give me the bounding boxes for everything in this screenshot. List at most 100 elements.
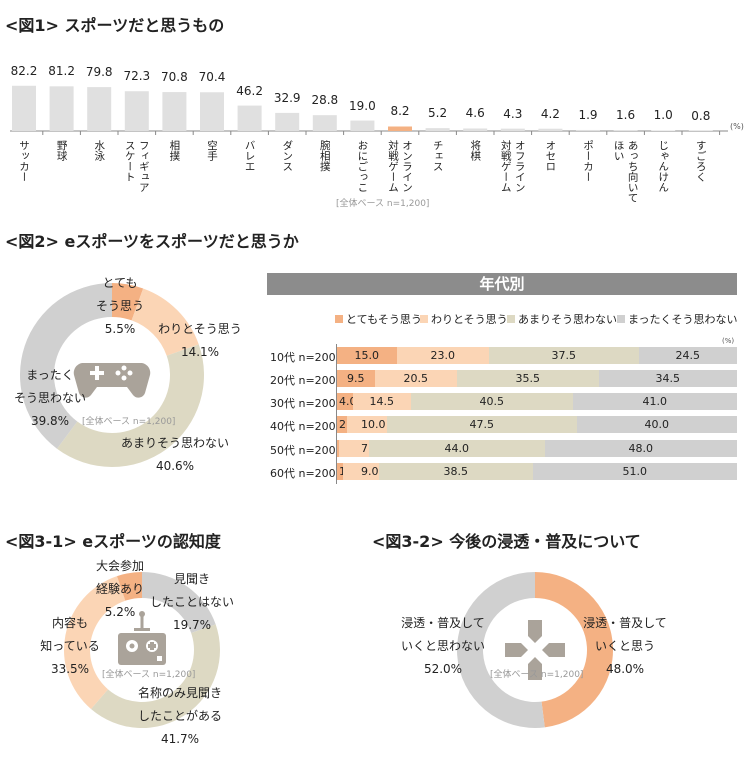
fig1-value-label: 4.3 xyxy=(503,106,523,121)
fig32-donut xyxy=(457,572,614,728)
stacked-segment-label: 14.5 xyxy=(369,395,395,408)
fig31-donut-label: 見聞き したことはない xyxy=(150,572,235,609)
fig31-donut-label-group: 名称のみ見聞き したことがある 41.7% xyxy=(120,682,240,751)
stacked-segment xyxy=(379,463,533,480)
stacked-segment-label: 51.0 xyxy=(622,465,648,478)
stacked-segment xyxy=(337,463,343,480)
fig1-value-label: 70.4 xyxy=(198,70,226,85)
legend-label: とてもそう思う xyxy=(346,313,422,326)
stacked-segment-label: 35.5 xyxy=(515,372,541,385)
legend-item: わりとそう思う xyxy=(420,311,508,327)
fig1-bar xyxy=(200,92,224,131)
fig1-category-label: おにごっこ xyxy=(356,140,369,193)
stacked-segment-label: 24.5 xyxy=(675,349,701,362)
fig2-donut-percent: 40.6% xyxy=(155,459,195,473)
fig1-value-label: 81.2 xyxy=(48,64,75,79)
fig1-bar xyxy=(425,128,450,131)
stacked-segment xyxy=(337,370,375,387)
fig1-category-label: ダンス xyxy=(281,140,294,172)
age-row-label: 60代 n=200 xyxy=(270,467,336,480)
stacked-segment xyxy=(353,393,411,410)
fig32-donut-label-group: 浸透・普及して いくと思わない 52.0% xyxy=(393,612,493,681)
stacked-segment-label: 40.5 xyxy=(479,395,505,408)
fig1-bar xyxy=(463,128,488,131)
stacked-segment xyxy=(457,370,599,387)
fig2-donut-label: まったく そう思わない xyxy=(13,368,86,405)
fig1-category-label: じゃんけん xyxy=(657,140,670,193)
fig1-bar xyxy=(12,85,36,131)
stacked-segment xyxy=(337,393,353,410)
fig1-value-label: 32.9 xyxy=(273,90,301,105)
stacked-segment-label: 37.5 xyxy=(551,349,577,362)
fig1-category-label: ポーカー xyxy=(582,140,594,182)
fig1-value-label: 82.2 xyxy=(10,63,38,78)
dpad-icon xyxy=(505,620,565,680)
fig1-bar xyxy=(350,120,375,131)
stacked-segment xyxy=(397,347,489,364)
stacked-segment xyxy=(639,347,737,364)
fig1-category-label: チェス xyxy=(431,140,444,172)
fig1-category-label: 野球 xyxy=(55,140,68,161)
fig1-bar xyxy=(388,126,412,131)
fig1-value-label: 5.2 xyxy=(428,106,448,121)
fig1-category-label: 将棋 xyxy=(469,140,482,161)
legend-swatch xyxy=(507,315,515,323)
stacked-segment xyxy=(489,347,639,364)
fig1-value-label: 8.2 xyxy=(390,104,410,119)
fig1-bar xyxy=(651,130,676,131)
fig2-title: <図2> eスポーツをスポーツだと思うか xyxy=(5,232,299,251)
fig1-value-label: 1.9 xyxy=(578,107,598,122)
fig2-donut-label: あまりそう思わない xyxy=(120,436,229,450)
fig31-donut-label: 内容も 知っている xyxy=(40,616,100,653)
fig2-base-note: [全体ベース n=1,200] xyxy=(82,417,176,427)
fig1-value-label: 46.2 xyxy=(236,83,263,98)
fig1-category-label: すごろく xyxy=(694,140,707,182)
stacked-segment-label: 38.5 xyxy=(443,465,469,478)
stacked-segment-label: 20.5 xyxy=(403,372,429,385)
fig1-value-label: 28.8 xyxy=(311,93,339,108)
fig1-bar xyxy=(237,105,262,131)
fig32-donut-percent: 48.0% xyxy=(605,662,645,676)
fig31-donut-label: 大会参加 経験あり xyxy=(95,559,144,596)
fig32-donut-label: 浸透・普及して いくと思う xyxy=(583,616,667,653)
fig1-category-label: 空手 xyxy=(206,140,218,161)
fig1-bar xyxy=(275,112,300,131)
fig1-value-label: 19.0 xyxy=(349,98,376,113)
stacked-segment xyxy=(347,416,387,433)
fig1-bar xyxy=(576,129,600,131)
age-row-label: 30代 n=200 xyxy=(270,397,336,410)
fig31-donut-label-group: 大会参加 経験あり 5.2% xyxy=(90,555,150,624)
fig2-donut-percent: 5.5% xyxy=(104,322,136,336)
stacked-segment xyxy=(337,347,397,364)
fig1-value-label: 70.8 xyxy=(161,70,188,85)
legend-item: あまりそう思わない xyxy=(507,311,617,327)
fig2-donut-percent: 14.1% xyxy=(180,345,220,359)
stacked-segment-label: 34.5 xyxy=(655,372,681,385)
stacked-segment-label: 44.0 xyxy=(444,442,470,455)
stacked-segment-label: 15.0 xyxy=(354,349,380,362)
joystick-controller-icon xyxy=(118,611,166,665)
donut-slice xyxy=(20,283,113,449)
legend-item: まったくそう思わない xyxy=(617,311,738,327)
stacked-segment xyxy=(339,440,369,457)
fig32-title: <図3-2> 今後の浸透・普及について xyxy=(372,532,641,551)
fig1-value-label: 4.2 xyxy=(540,106,560,121)
fig1-category-label: 腕相撲 xyxy=(318,140,331,172)
fig31-donut-label: 名称のみ見聞き したことがある xyxy=(137,686,222,723)
fig1-value-label: 72.3 xyxy=(123,69,151,84)
fig32-donut-percent: 52.0% xyxy=(423,662,463,676)
stacked-axis xyxy=(336,344,337,484)
donut-slice xyxy=(535,572,614,728)
fig32-base-note: [全体ベース n=1,200] xyxy=(490,670,584,680)
stacked-segment xyxy=(343,463,379,480)
stacked-segment xyxy=(375,370,457,387)
fig2-donut-label-group: とても そう思う 5.5% xyxy=(90,272,150,341)
stacked-segment-label: 9.0 xyxy=(361,465,379,478)
fig1-category-label: 相撲 xyxy=(168,140,181,161)
legend-swatch xyxy=(335,315,343,323)
donut-slice xyxy=(91,624,220,728)
stacked-segment xyxy=(337,416,347,433)
age-group-header: 年代別 xyxy=(267,273,737,295)
fig1-value-label: 0.8 xyxy=(691,108,711,123)
